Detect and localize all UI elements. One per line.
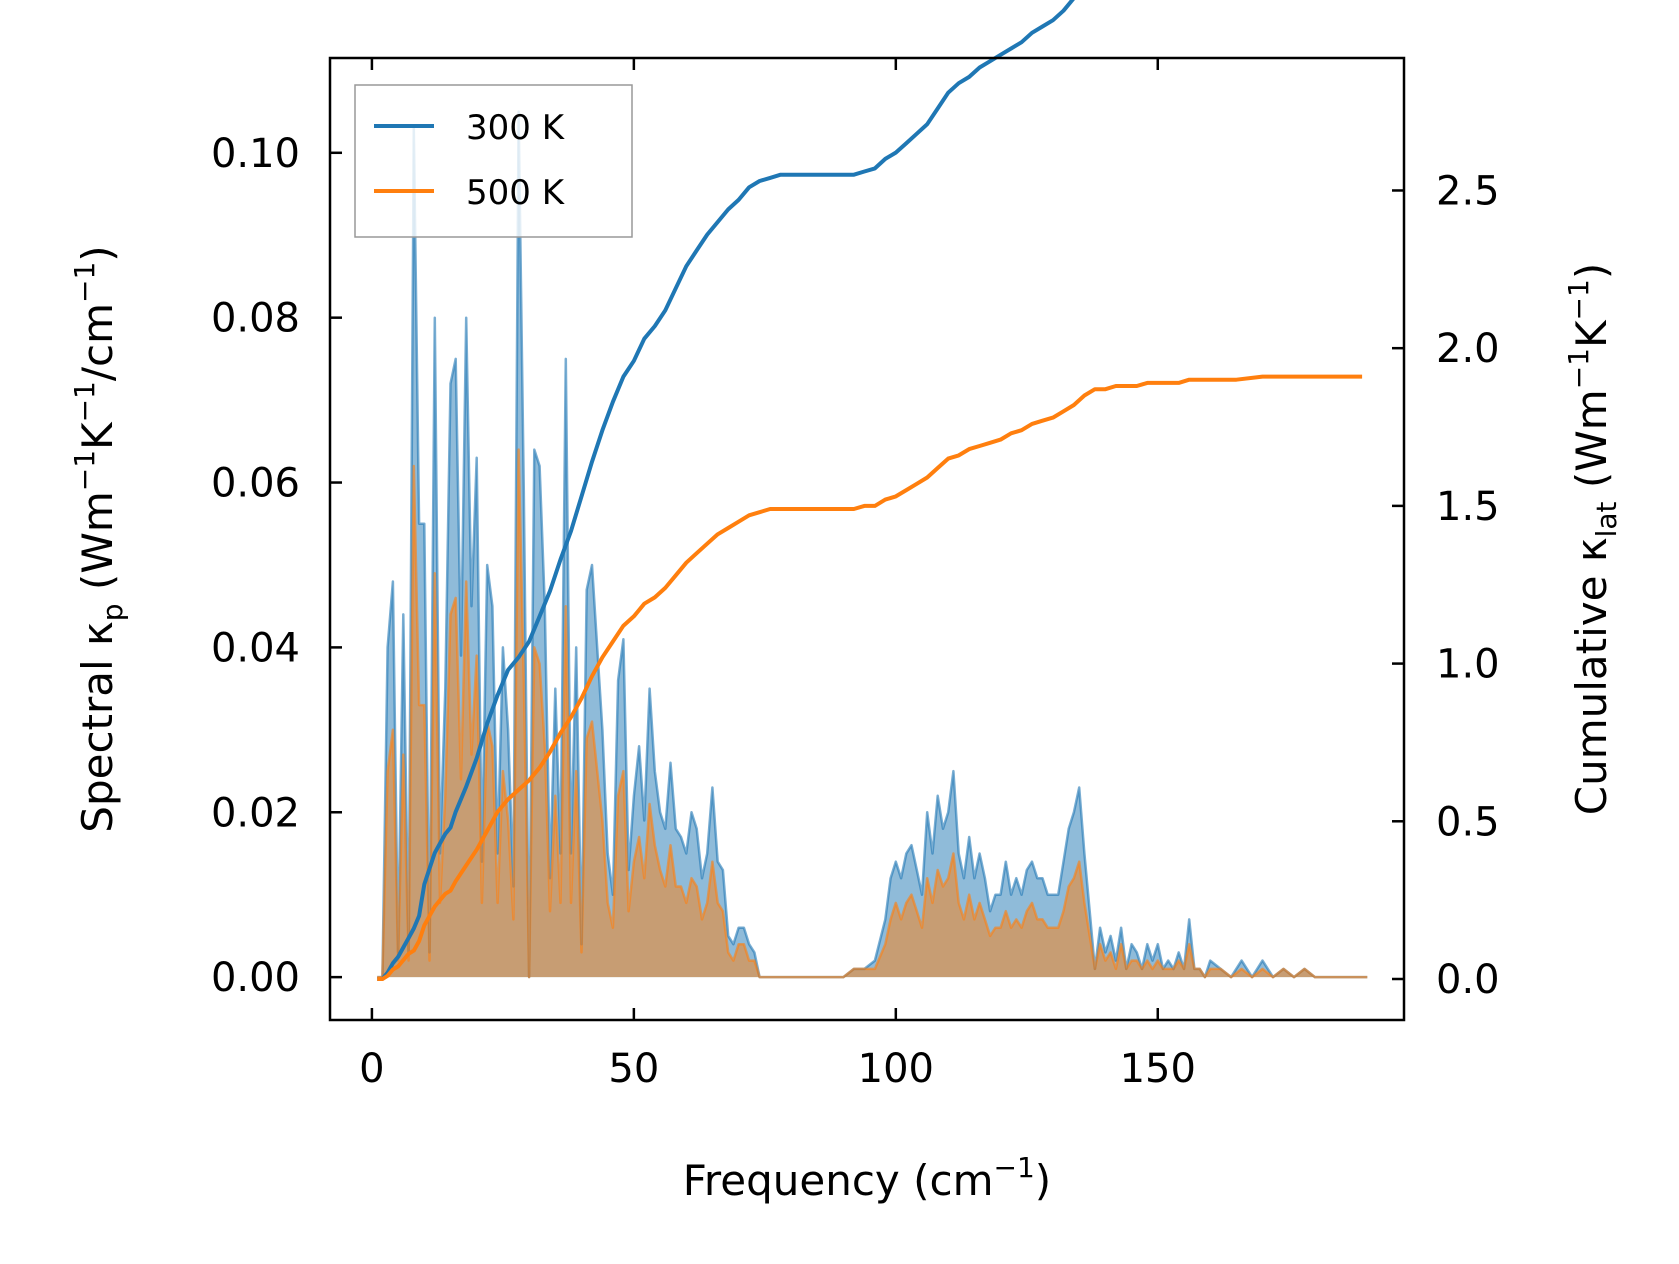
y-right-tick-label: 0.5 [1436, 799, 1500, 845]
cumulative-line-300k [377, 0, 1075, 981]
spectral-line-500k [377, 448, 1368, 979]
y-right-tick-label: 1.5 [1436, 484, 1500, 530]
spectral-fill-layer [377, 111, 1368, 978]
cumulative-line-layer [377, 0, 1363, 981]
x-tick-label: 50 [608, 1046, 659, 1092]
x-tick-label: 0 [359, 1046, 384, 1092]
x-tick-label: 100 [858, 1046, 934, 1092]
y-right-tick-label: 0.0 [1436, 957, 1500, 1003]
y-right-axis-title: Cumulative κlat (Wm−1K−1) [1562, 263, 1623, 815]
x-axis-ticks: 0 50 100 150 [359, 58, 1196, 1092]
x-tick-label: 150 [1120, 1046, 1196, 1092]
y-left-tick-label: 0.00 [211, 955, 300, 1001]
y-left-tick-label: 0.08 [211, 296, 300, 342]
y-right-tick-label: 2.0 [1436, 326, 1500, 372]
legend-box [354, 84, 633, 238]
legend-label-300k: 300 K [466, 108, 566, 148]
y-right-axis-ticks: 0.0 0.5 1.0 1.5 2.0 2.5 [1392, 168, 1500, 1003]
cumulative-line-500k [377, 374, 1363, 981]
y-right-tick-label: 2.5 [1436, 168, 1500, 214]
plot-frame [328, 56, 1406, 1022]
legend: 300 K 500 K [354, 84, 633, 238]
y-left-tick-label: 0.04 [211, 625, 300, 671]
spectral-line-layer [377, 110, 1368, 979]
y-left-axis-ticks: 0.00 0.02 0.04 0.06 0.08 0.10 [211, 131, 342, 1001]
y-left-axis-title: Spectral κp (Wm−1K−1/cm−1) [68, 245, 129, 832]
y-left-tick-label: 0.02 [211, 790, 300, 836]
y-left-tick-label: 0.06 [211, 461, 300, 507]
legend-label-500k: 500 K [466, 173, 566, 213]
spectral-fill-300k [377, 111, 1368, 978]
y-right-tick-label: 1.0 [1436, 642, 1500, 688]
spectral-fill-500k [377, 449, 1368, 978]
x-axis-title: Frequency (cm−1) [683, 1151, 1051, 1205]
y-left-tick-label: 0.10 [211, 131, 300, 177]
